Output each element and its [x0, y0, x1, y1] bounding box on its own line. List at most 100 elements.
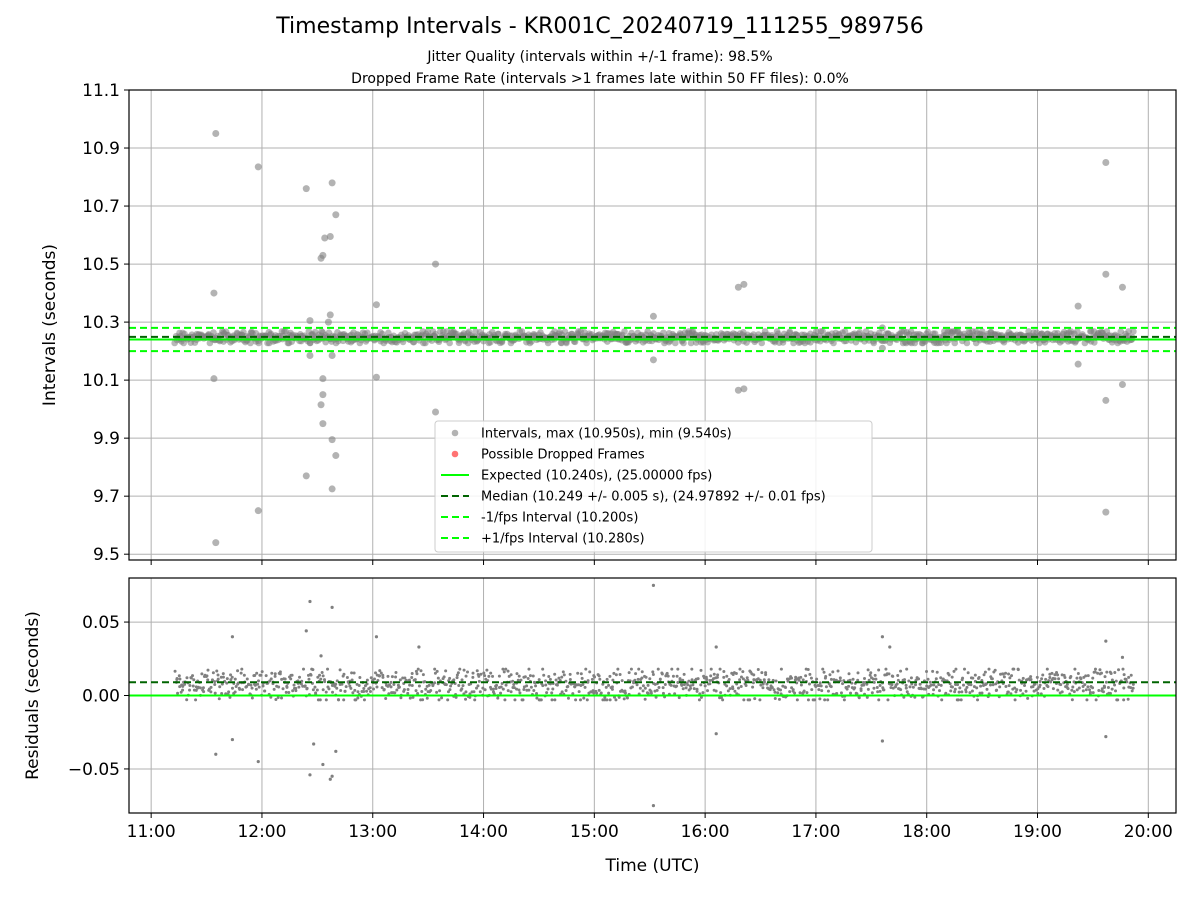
residual-point [993, 668, 997, 672]
residual-point [654, 695, 658, 699]
residual-point [522, 687, 526, 691]
residual-point [597, 674, 601, 678]
residual-point [478, 690, 482, 694]
residual-outlier-point [651, 583, 656, 587]
residual-point [393, 691, 397, 695]
residual-point [765, 682, 769, 686]
residual-point [519, 678, 523, 682]
x-tick-label: 18:00 [902, 822, 951, 842]
interval-outlier-point [306, 351, 314, 359]
residual-point [708, 682, 712, 686]
residual-point [517, 674, 521, 678]
residual-point [542, 673, 546, 677]
residual-point [173, 669, 177, 673]
residual-point [1053, 673, 1057, 677]
residual-point [444, 669, 448, 673]
x-tick-label: 19:00 [1013, 822, 1062, 842]
residual-outlier-point [374, 635, 379, 639]
residual-point [576, 671, 580, 675]
residual-point [273, 672, 277, 676]
residual-point [784, 686, 788, 690]
residual-point [191, 674, 195, 678]
residual-point [944, 691, 948, 695]
residual-point [574, 698, 578, 702]
residual-point [863, 677, 867, 681]
interval-outlier-point [734, 283, 742, 291]
residual-point [886, 698, 890, 702]
residual-point [957, 690, 961, 694]
residual-point [582, 696, 586, 700]
residual-point [872, 686, 876, 690]
residual-point [318, 698, 322, 702]
residual-point [389, 685, 393, 689]
residual-point [751, 685, 755, 689]
residual-outlier-point [1104, 735, 1108, 739]
residual-point [612, 671, 616, 675]
residual-point [1103, 675, 1107, 679]
residual-point [406, 691, 410, 695]
residual-point [845, 687, 849, 691]
residual-point [372, 677, 376, 681]
residual-point [420, 689, 424, 693]
residual-point [866, 687, 870, 691]
residual-point [504, 667, 508, 671]
residual-outlier-point [888, 645, 892, 649]
residual-point [623, 691, 627, 695]
residual-point [1029, 678, 1033, 682]
interval-point [432, 330, 439, 338]
residual-point [829, 685, 833, 689]
residual-point [554, 678, 558, 682]
residual-point [305, 686, 309, 690]
residual-point [309, 673, 313, 677]
residual-point [277, 685, 281, 689]
residual-point [358, 675, 362, 679]
residual-point [899, 688, 903, 692]
residual-point [571, 692, 575, 696]
residual-point [350, 678, 354, 682]
residual-point [250, 686, 254, 690]
residual-point [342, 698, 346, 702]
residual-point [175, 676, 179, 680]
residual-point [213, 680, 217, 684]
residual-point [416, 667, 420, 671]
residual-point [425, 696, 429, 700]
residual-point [472, 690, 476, 694]
residual-point [550, 698, 554, 702]
interval-outlier-point [210, 375, 218, 383]
residual-point [797, 678, 801, 682]
residual-point [466, 670, 470, 674]
residual-point [1021, 676, 1025, 680]
residual-point [399, 696, 403, 700]
residual-point [352, 671, 356, 675]
residual-point [1081, 689, 1085, 693]
interval-outlier-point [326, 311, 334, 319]
residual-point [433, 681, 437, 685]
residual-point [688, 684, 692, 688]
residual-point [618, 673, 622, 677]
residual-point [321, 674, 325, 678]
residual-point [795, 698, 799, 702]
residual-point [477, 674, 481, 678]
residual-point [708, 678, 712, 682]
residual-point [357, 684, 361, 688]
residual-point [1056, 673, 1060, 677]
residual-point [336, 698, 340, 702]
residual-point [294, 689, 298, 693]
residual-point [482, 671, 486, 675]
residual-point [457, 683, 461, 687]
residual-point [968, 691, 972, 695]
residual-point [1110, 678, 1114, 682]
residual-point [270, 671, 274, 675]
residual-point [676, 681, 680, 685]
residual-point [608, 674, 612, 678]
residual-point [499, 691, 503, 695]
residual-point [902, 695, 906, 699]
residual-point [233, 690, 237, 694]
residual-point [483, 688, 487, 692]
residual-point [643, 686, 647, 690]
residual-point [239, 671, 243, 675]
residual-point [592, 691, 596, 695]
residual-point [1117, 668, 1121, 672]
residual-point [417, 684, 421, 688]
